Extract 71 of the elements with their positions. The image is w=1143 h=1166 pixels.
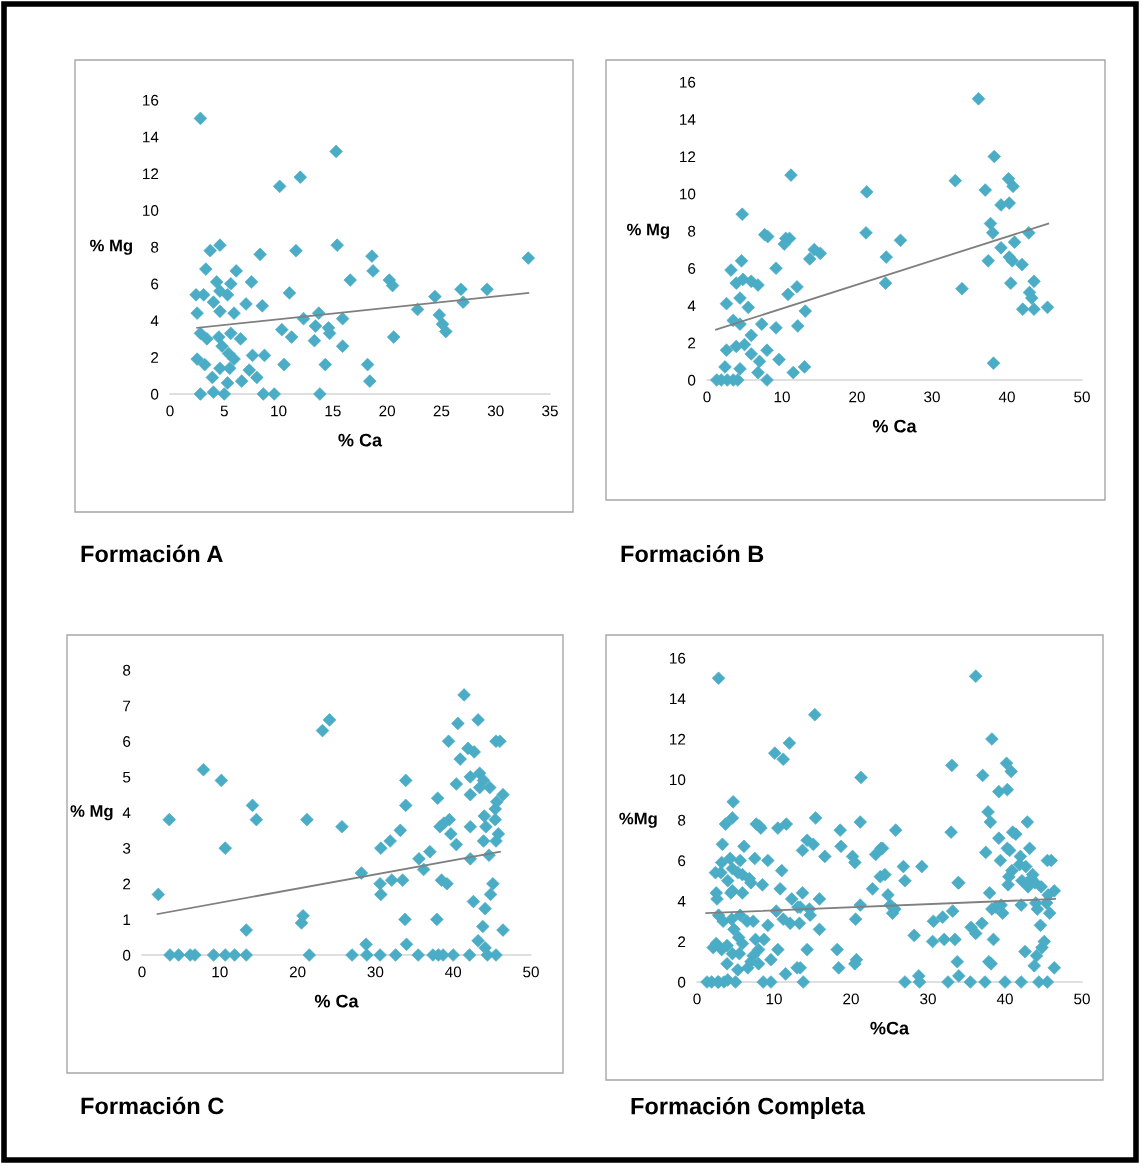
- x-tick-label: 20: [849, 391, 865, 403]
- y-tick-label: 6: [151, 278, 159, 290]
- x-tick-label: 40: [445, 966, 462, 978]
- x-tick-label: 30: [487, 405, 504, 417]
- y-tick-label: 12: [670, 733, 686, 745]
- x-tick-label: 20: [289, 966, 306, 978]
- y-tick-label: 14: [143, 131, 159, 143]
- text: Formación Completa: [631, 1096, 865, 1120]
- y-tick-label: 14: [680, 114, 696, 125]
- x-axis-title: % Ca: [872, 419, 917, 433]
- y-tick-label: 7: [123, 700, 131, 712]
- x-tick-label: 10: [766, 993, 782, 1005]
- x-tick-label: 5: [220, 405, 228, 417]
- y-tick-label: 0: [677, 976, 686, 988]
- y-axis-title: %Mg: [619, 812, 657, 828]
- y-tick-label: 8: [123, 664, 131, 676]
- y-tick-label: 4: [677, 896, 686, 907]
- y-tick-label: 0: [687, 374, 696, 386]
- x-axis-title: % Ca: [338, 433, 383, 447]
- y-tick-label: 8: [678, 814, 686, 826]
- y-tick-label: 10: [680, 188, 696, 200]
- y-tick-label: 10: [143, 205, 159, 216]
- y-tick-label: 5: [123, 771, 131, 783]
- x-axis-title: % Ca: [314, 994, 359, 1008]
- text: Formación C: [81, 1096, 224, 1115]
- y-tick-label: 4: [150, 315, 159, 327]
- x-tick-label: 30: [367, 966, 384, 978]
- x-tick-label: 10: [212, 966, 228, 978]
- x-tick-label: 10: [271, 405, 287, 417]
- y-tick-label: 16: [680, 76, 696, 88]
- y-tick-label: 12: [143, 168, 159, 180]
- x-tick-label: 50: [1074, 993, 1090, 1005]
- y-tick-label: 3: [122, 842, 131, 854]
- y-tick-label: 2: [688, 337, 696, 349]
- text: Formación B: [621, 544, 764, 563]
- y-axis-title: % Mg: [90, 239, 132, 255]
- y-tick-label: 14: [670, 693, 686, 705]
- x-axis-title: %Ca: [870, 1021, 910, 1035]
- x-tick-label: 30: [924, 391, 940, 403]
- x-tick-label: 20: [379, 405, 396, 417]
- text: Formación A: [81, 544, 223, 563]
- x-tick-label: 20: [843, 993, 859, 1005]
- y-tick-label: 16: [143, 94, 159, 106]
- y-tick-label: 2: [151, 352, 159, 363]
- y-axis-title: % Mg: [70, 805, 113, 821]
- x-tick-label: 40: [996, 993, 1013, 1005]
- x-tick-label: 50: [523, 966, 539, 978]
- y-tick-label: 2: [678, 936, 686, 948]
- x-tick-label: 25: [433, 405, 450, 417]
- x-tick-label: 15: [325, 405, 341, 417]
- y-tick-label: 8: [688, 225, 696, 237]
- x-tick-label: 10: [774, 391, 790, 403]
- x-tick-label: 0: [166, 405, 174, 417]
- x-tick-label: 0: [703, 391, 711, 403]
- y-tick-label: 4: [687, 300, 696, 312]
- x-tick-label: 35: [542, 405, 558, 417]
- y-tick-label: 6: [688, 263, 696, 274]
- y-axis-title: % Mg: [627, 223, 669, 239]
- y-tick-label: 6: [123, 736, 131, 747]
- y-tick-label: 4: [122, 807, 131, 819]
- y-tick-label: 8: [151, 241, 159, 253]
- x-tick-label: 30: [920, 993, 936, 1005]
- y-tick-label: 1: [123, 914, 131, 925]
- y-tick-label: 0: [122, 949, 131, 961]
- y-tick-label: 16: [670, 652, 686, 664]
- y-tick-label: 2: [123, 878, 131, 890]
- y-tick-label: 6: [678, 855, 686, 867]
- y-tick-label: 12: [680, 151, 696, 163]
- y-tick-label: 10: [670, 774, 686, 786]
- x-tick-label: 50: [1074, 391, 1090, 403]
- x-tick-label: 40: [998, 391, 1015, 403]
